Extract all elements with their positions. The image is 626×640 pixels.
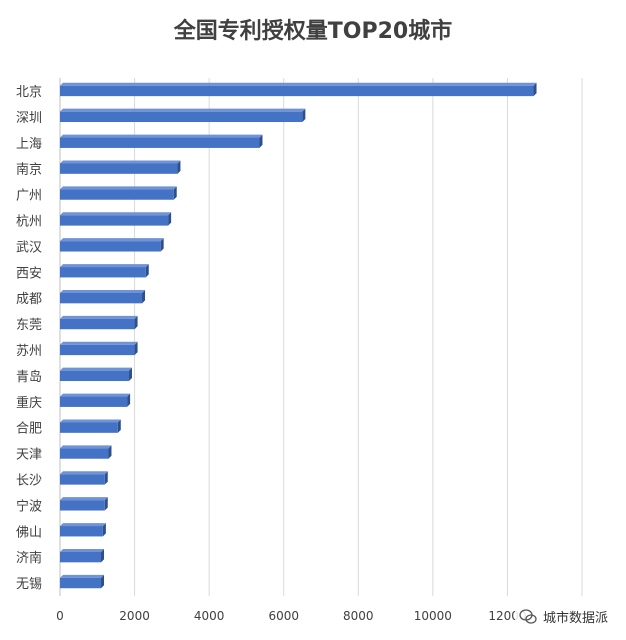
category-label: 重庆 (16, 395, 42, 411)
x-tick-label: 6000 (268, 609, 299, 623)
wechat-bubble-icon (519, 608, 537, 624)
bar (60, 315, 138, 330)
x-tick-label: 4000 (194, 609, 225, 623)
bar (60, 160, 181, 174)
bar (60, 264, 149, 278)
category-label: 宁波 (16, 498, 42, 514)
watermark-text: 城市数据派 (542, 611, 608, 626)
bar (60, 341, 138, 356)
watermark: 城市数据派 (514, 605, 612, 628)
category-label: 深圳 (16, 111, 42, 126)
x-tick-label: 8000 (343, 609, 374, 623)
category-label: 济南 (16, 550, 42, 566)
bar (60, 445, 112, 459)
bar (60, 186, 177, 200)
bar (60, 367, 132, 382)
category-label: 佛山 (16, 525, 42, 540)
category-label: 西安 (16, 266, 42, 281)
category-label: 上海 (16, 137, 42, 152)
bar (60, 497, 108, 511)
category-label: 广州 (16, 189, 42, 204)
category-label: 无锡 (16, 577, 42, 592)
category-label: 成都 (16, 292, 42, 307)
bar (60, 238, 164, 252)
category-label: 苏州 (16, 343, 42, 359)
category-label: 武汉 (16, 240, 42, 255)
x-axis-ticks: 0 2000 4000 6000 8000 10000 12000 (56, 609, 526, 623)
category-label: 杭州 (16, 214, 42, 229)
bar (60, 393, 131, 407)
bar (60, 419, 121, 433)
bar (60, 134, 263, 148)
category-label: 南京 (16, 162, 42, 178)
x-tick-label: 10000 (414, 609, 452, 623)
category-label: 天津 (16, 448, 42, 463)
bar (60, 574, 105, 589)
bar (60, 471, 108, 485)
category-label: 东莞 (16, 318, 42, 333)
category-label: 合肥 (16, 422, 42, 437)
bar (60, 523, 106, 537)
bar (60, 108, 306, 123)
bar (60, 82, 537, 97)
category-label: 北京 (16, 85, 42, 100)
bar (60, 548, 105, 563)
x-tick-label: 2000 (119, 609, 150, 623)
bar (60, 289, 146, 304)
bar (60, 212, 172, 226)
grid (59, 78, 583, 596)
bars (60, 82, 537, 589)
chart-title: 全国专利授权量TOP20城市 (173, 18, 452, 44)
category-label: 长沙 (16, 473, 42, 488)
category-label: 青岛 (16, 369, 42, 385)
x-tick-label: 0 (56, 609, 64, 623)
